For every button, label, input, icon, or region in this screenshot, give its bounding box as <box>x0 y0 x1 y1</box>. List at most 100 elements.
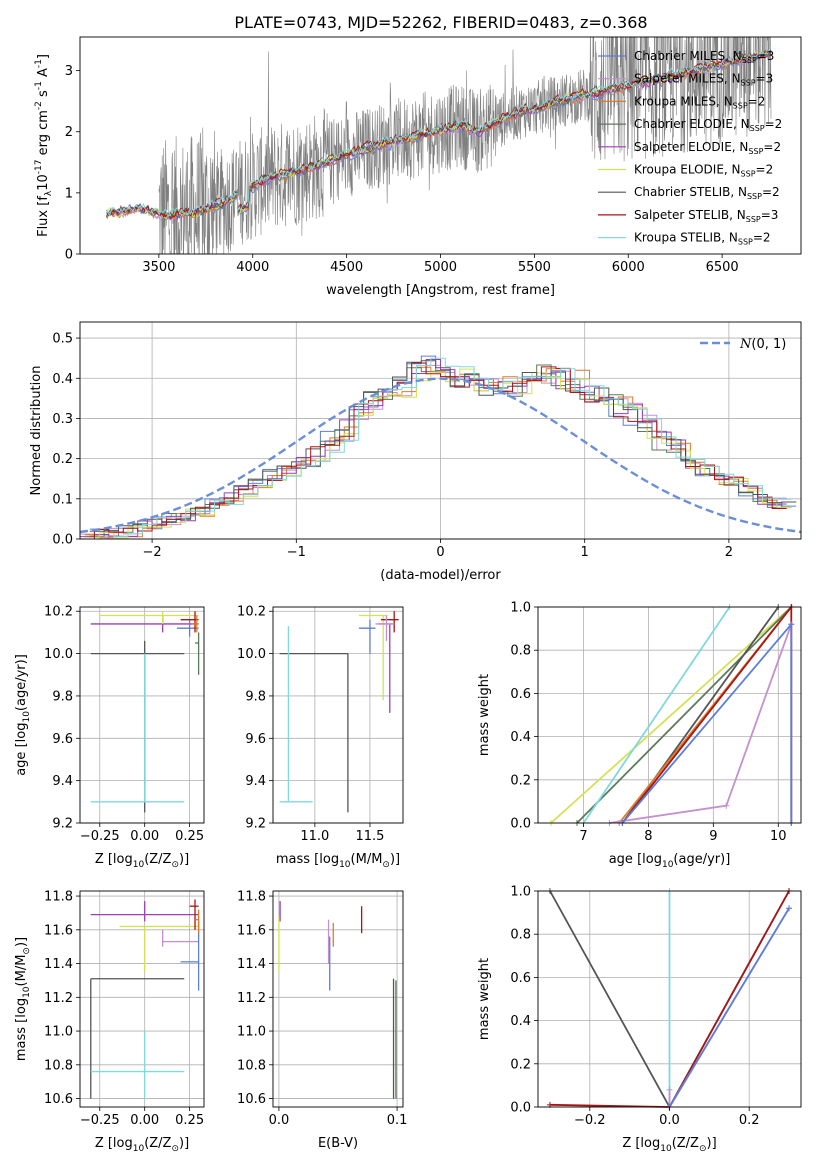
y-tick-label: 0.1 <box>52 492 73 507</box>
y-tick-label: 11.0 <box>44 1025 73 1040</box>
y-tick-label: 10.0 <box>44 647 73 662</box>
hist-chabrier_stelib <box>89 360 797 532</box>
y-tick-label: 10.6 <box>44 1092 73 1107</box>
massweight_vs_age-xlabel: age [log10​(age/yr)] <box>609 852 731 870</box>
normal-curve <box>79 377 802 534</box>
x-tick-label: 0.0 <box>269 1113 290 1128</box>
y-tick-label: 11.8 <box>237 890 266 905</box>
legend-label-chabrier_miles: Chabrier MILES, NSSP=3 <box>634 49 774 65</box>
x-tick-label: 3500 <box>142 260 175 275</box>
residuals-plot-area <box>79 355 802 540</box>
x-tick-label: 11.0 <box>300 829 329 844</box>
plot-frame <box>272 606 404 824</box>
x-tick-label: 0.2 <box>739 1113 760 1128</box>
hist-kroupa_miles <box>84 366 792 539</box>
marker-salpeter_miles <box>723 802 730 809</box>
y-tick-label: 9.4 <box>52 774 73 789</box>
mass_vs_z-ylabel: mass [log10​(M/M⊙​)] <box>14 937 32 1061</box>
age_vs_mass-xlabel: mass [log10​(M/M⊙​)] <box>276 852 400 870</box>
age_vs_mass-plot-area <box>279 611 399 813</box>
plot-frame <box>79 890 205 1108</box>
spectrum-ylabel: Flux [fλ​10-17​ erg cm-2​ s-1​ A-1​] <box>34 54 54 237</box>
spectrum-frame: 3500 4000 4500 5000 5500 6000 6500 0 1 2 3 <box>65 36 802 275</box>
series-chabrier_miles <box>621 621 793 824</box>
x-tick-label: 5500 <box>518 260 551 275</box>
y-tick-label: 9.2 <box>245 817 266 832</box>
mass_vs_z-axes <box>80 891 204 1107</box>
y-tick-label: 1 <box>65 186 73 201</box>
residuals-axes <box>80 322 801 540</box>
y-tick-label: 10.8 <box>237 1058 266 1073</box>
legend-label-salpeter_elodie: Salpeter ELODIE, NSSP=2 <box>634 140 781 156</box>
mass_vs_z-frame: −0.25 0.00 0.25 10.6 10.8 11.0 11.2 11.4 11.6 11.… <box>44 890 205 1128</box>
mass_vs_z-xlabel: Z [log10​(Z/Z⊙​)] <box>95 1136 189 1154</box>
y-tick-label: 11.4 <box>237 957 266 972</box>
plot-frame <box>79 606 205 824</box>
y-tick-label: 3 <box>65 64 73 79</box>
y-tick-label: 0.4 <box>52 372 73 387</box>
y-tick-label: 0.2 <box>510 1057 531 1072</box>
y-tick-label: 9.4 <box>245 774 266 789</box>
plots: 3500 4000 4500 5000 5500 6000 6500 0 1 2 3 waveleng… <box>14 36 802 1154</box>
x-tick-label: 4500 <box>330 260 363 275</box>
residuals-legend: N(0, 1) <box>700 337 786 352</box>
plot-frame <box>537 606 802 824</box>
x-tick-label: 7 <box>579 829 587 844</box>
y-tick-label: 11.6 <box>237 923 266 938</box>
x-tick-label: 6500 <box>706 260 739 275</box>
mass_vs_ebv-axes <box>273 891 403 1107</box>
x-tick-label: 9 <box>709 829 717 844</box>
x-tick-label: 6000 <box>612 260 645 275</box>
series-chabrier_miles <box>668 907 790 1108</box>
y-tick-label: 0.8 <box>510 644 531 659</box>
x-tick-label: −0.25 <box>80 1113 120 1128</box>
massweight_vs_z-plot-area <box>546 888 793 1111</box>
y-tick-label: 0.3 <box>52 412 73 427</box>
x-tick-label: 10 <box>770 829 787 844</box>
mass_vs_ebv-xlabel: E(B-V) <box>318 1136 358 1151</box>
spectrum-xlabel: wavelength [Angstrom, rest frame] <box>326 283 555 298</box>
legend-label-normal: N(0, 1) <box>739 337 786 352</box>
x-tick-label: 0.1 <box>387 1113 408 1128</box>
x-tick-label: −0.2 <box>574 1113 606 1128</box>
y-tick-label: 11.4 <box>44 957 73 972</box>
age_vs_z-ylabel: age [log10​(age/yr)] <box>14 654 32 776</box>
x-tick-label: 4000 <box>236 260 269 275</box>
y-tick-label: 9.8 <box>52 689 73 704</box>
y-tick-label: 0.6 <box>510 687 531 702</box>
x-tick-label: −1 <box>287 545 306 560</box>
y-tick-label: 0.4 <box>510 1014 531 1029</box>
y-tick-label: 0.2 <box>52 452 73 467</box>
legend-label-chabrier_stelib: Chabrier STELIB, NSSP=2 <box>634 185 780 201</box>
mass_vs_z-plot-area <box>90 899 200 1099</box>
y-tick-label: 11.2 <box>44 991 73 1006</box>
massweight_vs_z-frame: −0.2 0.0 0.2 0.0 0.2 0.4 0.6 0.8 1.0 <box>510 885 802 1128</box>
hist-chabrier_elodie <box>89 364 797 537</box>
x-tick-label: 8 <box>644 829 652 844</box>
massweight_vs_age-ylabel: mass weight <box>477 674 492 756</box>
age_vs_z-xlabel: Z [log10​(Z/Z⊙​)] <box>95 852 189 870</box>
legend-label-salpeter_stelib: Salpeter STELIB, NSSP=3 <box>634 208 778 224</box>
y-tick-label: 10.2 <box>237 605 266 620</box>
age_vs_mass-frame: 11.0 11.5 9.2 9.4 9.6 9.8 10.0 10.2 <box>237 605 404 844</box>
massweight_vs_age-frame: 7 8 9 10 0.0 0.2 0.4 0.6 0.8 1.0 <box>510 601 802 844</box>
marker-chabrier_miles <box>788 621 795 628</box>
y-tick-label: 0 <box>65 248 73 263</box>
y-tick-label: 9.8 <box>245 689 266 704</box>
legend-label-salpeter_miles: Salpeter MILES, NSSP=3 <box>634 72 773 88</box>
massweight_vs_age-axes <box>538 606 801 824</box>
massweight_vs_z-xlabel: Z [log10​(Z/Z⊙​)] <box>622 1136 716 1154</box>
y-tick-label: 2 <box>65 125 73 140</box>
x-tick-label: 0.00 <box>130 1113 159 1128</box>
y-tick-label: 0.0 <box>510 817 531 832</box>
marker-salpeter_miles <box>666 1086 673 1093</box>
x-tick-label: 0 <box>436 545 444 560</box>
mass_vs_ebv-frame: 0.0 0.1 10.6 10.8 11.0 11.2 11.4 11.6 11.8 <box>237 890 407 1128</box>
legend-label-kroupa_stelib: Kroupa STELIB, NSSP=2 <box>634 231 771 247</box>
y-tick-label: 0.6 <box>510 971 531 986</box>
y-tick-label: 1.0 <box>510 601 531 616</box>
data-spectrum-line <box>158 37 772 254</box>
hist-salpeter_miles <box>80 362 787 540</box>
x-tick-label: 5000 <box>424 260 457 275</box>
